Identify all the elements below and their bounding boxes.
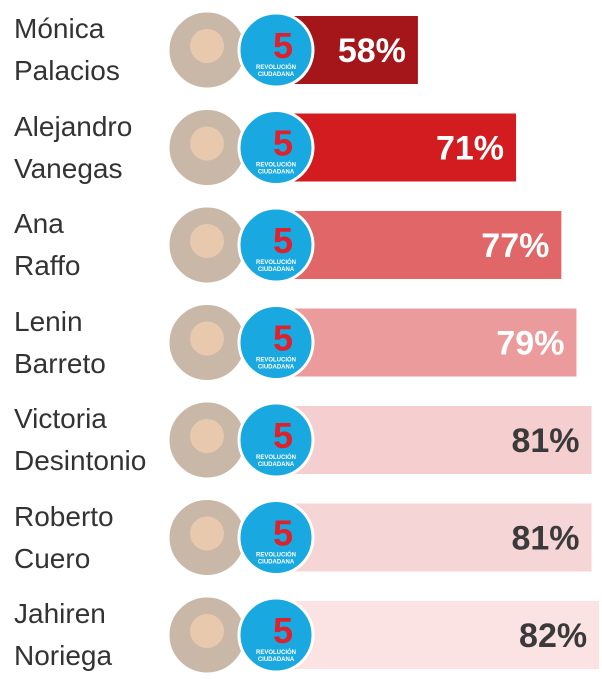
party-logo — [237, 401, 315, 479]
party-logo-text: CIUDADANA — [258, 462, 295, 468]
photo-face — [190, 321, 224, 356]
party-logo — [237, 596, 315, 674]
value-label: 71% — [436, 130, 504, 168]
value-label: 79% — [496, 325, 564, 363]
party-logo-text: REVOLUCIÓN — [256, 63, 296, 71]
category-label: Mónica Palacios — [14, 13, 120, 86]
bar — [285, 503, 592, 572]
bar — [285, 406, 592, 474]
party-logo-text: REVOLUCIÓN — [256, 258, 296, 266]
party-logo-text: REVOLUCIÓN — [256, 551, 296, 559]
value-label: 82% — [519, 617, 587, 655]
party-logo — [237, 109, 315, 186]
photo-face — [190, 29, 224, 63]
photo-face — [190, 224, 224, 258]
party-logo-text: CIUDADANA — [258, 170, 295, 176]
party-logo — [237, 206, 315, 284]
bar — [285, 601, 600, 669]
party-logo-text: REVOLUCIÓN — [256, 648, 296, 656]
value-label: 81% — [511, 520, 579, 558]
party-logo-mark: 5 — [273, 415, 293, 456]
category-label: Roberto Cuero — [14, 500, 114, 574]
party-logo-text: REVOLUCIÓN — [256, 453, 296, 461]
photo-face — [190, 614, 224, 648]
photo-face — [190, 516, 224, 551]
party-logo-mark: 5 — [273, 318, 293, 359]
party-logo-text: REVOLUCIÓN — [256, 161, 296, 169]
value-label: 58% — [338, 32, 406, 70]
party-logo-mark: 5 — [273, 513, 293, 554]
party-logo — [237, 11, 315, 89]
value-label: 77% — [481, 227, 549, 265]
bar — [285, 308, 577, 377]
bar — [285, 211, 562, 279]
party-logo-text: CIUDADANA — [258, 560, 295, 566]
category-label: Alejandro Vanegas — [14, 110, 133, 184]
party-logo — [237, 304, 315, 381]
party-logo-text: CIUDADANA — [258, 365, 295, 371]
party-logo-text: CIUDADANA — [258, 657, 295, 663]
party-logo-text: REVOLUCIÓN — [256, 356, 296, 364]
photo-face — [190, 126, 224, 161]
party-logo-mark: 5 — [273, 123, 293, 164]
party-logo-mark: 5 — [273, 25, 293, 66]
category-label: Lenin Barreto — [14, 305, 106, 379]
category-label: Ana Raffo — [14, 208, 81, 281]
party-logo-text: CIUDADANA — [258, 267, 295, 273]
party-logo — [237, 499, 315, 576]
category-label: Victoria Desintonio — [14, 403, 147, 476]
party-logo-mark: 5 — [273, 610, 293, 651]
party-logo-text: CIUDADANA — [258, 72, 295, 78]
photo-face — [190, 419, 224, 453]
party-logo-mark: 5 — [273, 220, 293, 261]
value-label: 81% — [511, 422, 579, 460]
bar — [285, 113, 517, 182]
category-label: Jahiren Noriega — [14, 598, 113, 671]
